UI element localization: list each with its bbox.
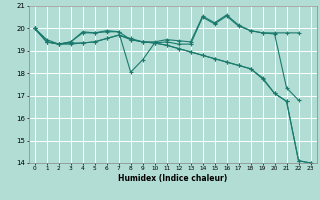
- X-axis label: Humidex (Indice chaleur): Humidex (Indice chaleur): [118, 174, 227, 183]
